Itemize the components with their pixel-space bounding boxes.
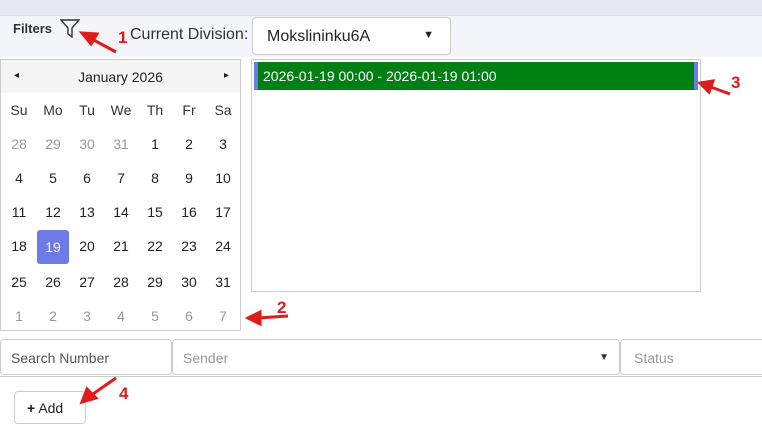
calendar-day[interactable]: 22 xyxy=(147,238,163,254)
divider xyxy=(0,376,762,377)
caret-down-icon: ▼ xyxy=(599,352,609,363)
day-name: Mo xyxy=(43,102,63,118)
calendar-day[interactable]: 6 xyxy=(83,170,91,186)
calendar: ◂ January 2026 ▸ Su Mo Tu We Th Fr Sa 28 29 30 31 1… xyxy=(0,59,241,331)
calendar-day[interactable]: 23 xyxy=(181,238,197,254)
top-bar xyxy=(0,0,762,15)
add-button[interactable]: + Add xyxy=(14,391,86,424)
day-name: Tu xyxy=(79,102,95,118)
calendar-day[interactable]: 20 xyxy=(79,238,95,254)
sender-select[interactable]: Sender ▼ xyxy=(172,339,620,375)
calendar-day[interactable]: 7 xyxy=(117,170,125,186)
calendar-day[interactable]: 27 xyxy=(79,274,95,290)
division-select[interactable]: Mokslininku6A ▼ xyxy=(252,17,451,55)
division-label: Current Division: xyxy=(130,26,249,43)
funnel-icon[interactable] xyxy=(60,18,80,38)
annotation-4: 4 xyxy=(119,384,129,403)
event-item[interactable]: 2026-01-19 00:00 - 2026-01-19 01:00 xyxy=(254,62,698,90)
calendar-day[interactable]: 5 xyxy=(49,170,57,186)
calendar-day[interactable]: 18 xyxy=(11,238,27,254)
calendar-day[interactable]: 8 xyxy=(151,170,159,186)
calendar-day[interactable]: 29 xyxy=(147,274,163,290)
search-number-input[interactable]: Search Number xyxy=(0,339,172,375)
calendar-day[interactable]: 31 xyxy=(215,274,231,290)
calendar-day[interactable]: 4 xyxy=(15,170,23,186)
selected-day[interactable]: 19 xyxy=(37,230,69,264)
prev-month-icon[interactable]: ◂ xyxy=(14,70,20,81)
day-name: Su xyxy=(10,102,28,118)
calendar-day[interactable]: 11 xyxy=(11,204,27,220)
calendar-day[interactable]: 13 xyxy=(79,204,95,220)
calendar-day[interactable]: 15 xyxy=(147,204,163,220)
calendar-day[interactable]: 31 xyxy=(113,136,129,152)
plus-icon: + xyxy=(27,400,36,416)
calendar-day[interactable]: 21 xyxy=(113,238,129,254)
caret-down-icon: ▼ xyxy=(423,29,434,41)
day-name: We xyxy=(110,102,132,118)
status-input[interactable]: Status xyxy=(620,339,762,375)
calendar-day[interactable]: 25 xyxy=(11,274,27,290)
calendar-day[interactable]: 14 xyxy=(113,204,129,220)
calendar-day[interactable]: 28 xyxy=(113,274,129,290)
annotation-1: 1 xyxy=(118,28,128,47)
calendar-day[interactable]: 17 xyxy=(215,204,231,220)
next-month-icon[interactable]: ▸ xyxy=(223,70,229,81)
calendar-day[interactable]: 4 xyxy=(117,308,125,324)
calendar-day[interactable]: 1 xyxy=(15,308,23,324)
calendar-day[interactable]: 2 xyxy=(185,136,193,152)
sender-placeholder: Sender xyxy=(183,350,229,366)
day-name: Sa xyxy=(214,102,232,118)
annotation-2: 2 xyxy=(277,298,287,317)
day-name: Fr xyxy=(182,102,196,118)
calendar-day[interactable]: 9 xyxy=(185,170,193,186)
calendar-day[interactable]: 1 xyxy=(151,136,159,152)
calendar-day[interactable]: 12 xyxy=(45,204,61,220)
calendar-day[interactable]: 24 xyxy=(215,238,231,254)
calendar-title[interactable]: January 2026 xyxy=(78,69,163,85)
add-label: Add xyxy=(38,400,64,416)
calendar-day[interactable]: 7 xyxy=(219,308,227,324)
annotation-3: 3 xyxy=(731,73,741,92)
calendar-day[interactable]: 30 xyxy=(181,274,197,290)
schedule-panel xyxy=(251,59,701,292)
calendar-day[interactable]: 10 xyxy=(215,170,231,186)
calendar-day[interactable]: 3 xyxy=(83,308,91,324)
filters-label: Filters xyxy=(13,21,53,36)
calendar-day[interactable]: 6 xyxy=(185,308,193,324)
calendar-day[interactable]: 3 xyxy=(219,136,227,152)
calendar-day[interactable]: 26 xyxy=(45,274,61,290)
calendar-day[interactable]: 30 xyxy=(79,136,95,152)
calendar-day[interactable]: 28 xyxy=(11,136,27,152)
calendar-day[interactable]: 29 xyxy=(45,136,61,152)
day-name: Th xyxy=(146,102,164,118)
calendar-day[interactable]: 16 xyxy=(181,204,197,220)
calendar-header: ◂ January 2026 ▸ xyxy=(1,60,240,93)
calendar-day[interactable]: 2 xyxy=(49,308,57,324)
calendar-day[interactable]: 5 xyxy=(151,308,159,324)
division-value: Mokslininku6A xyxy=(267,28,371,45)
